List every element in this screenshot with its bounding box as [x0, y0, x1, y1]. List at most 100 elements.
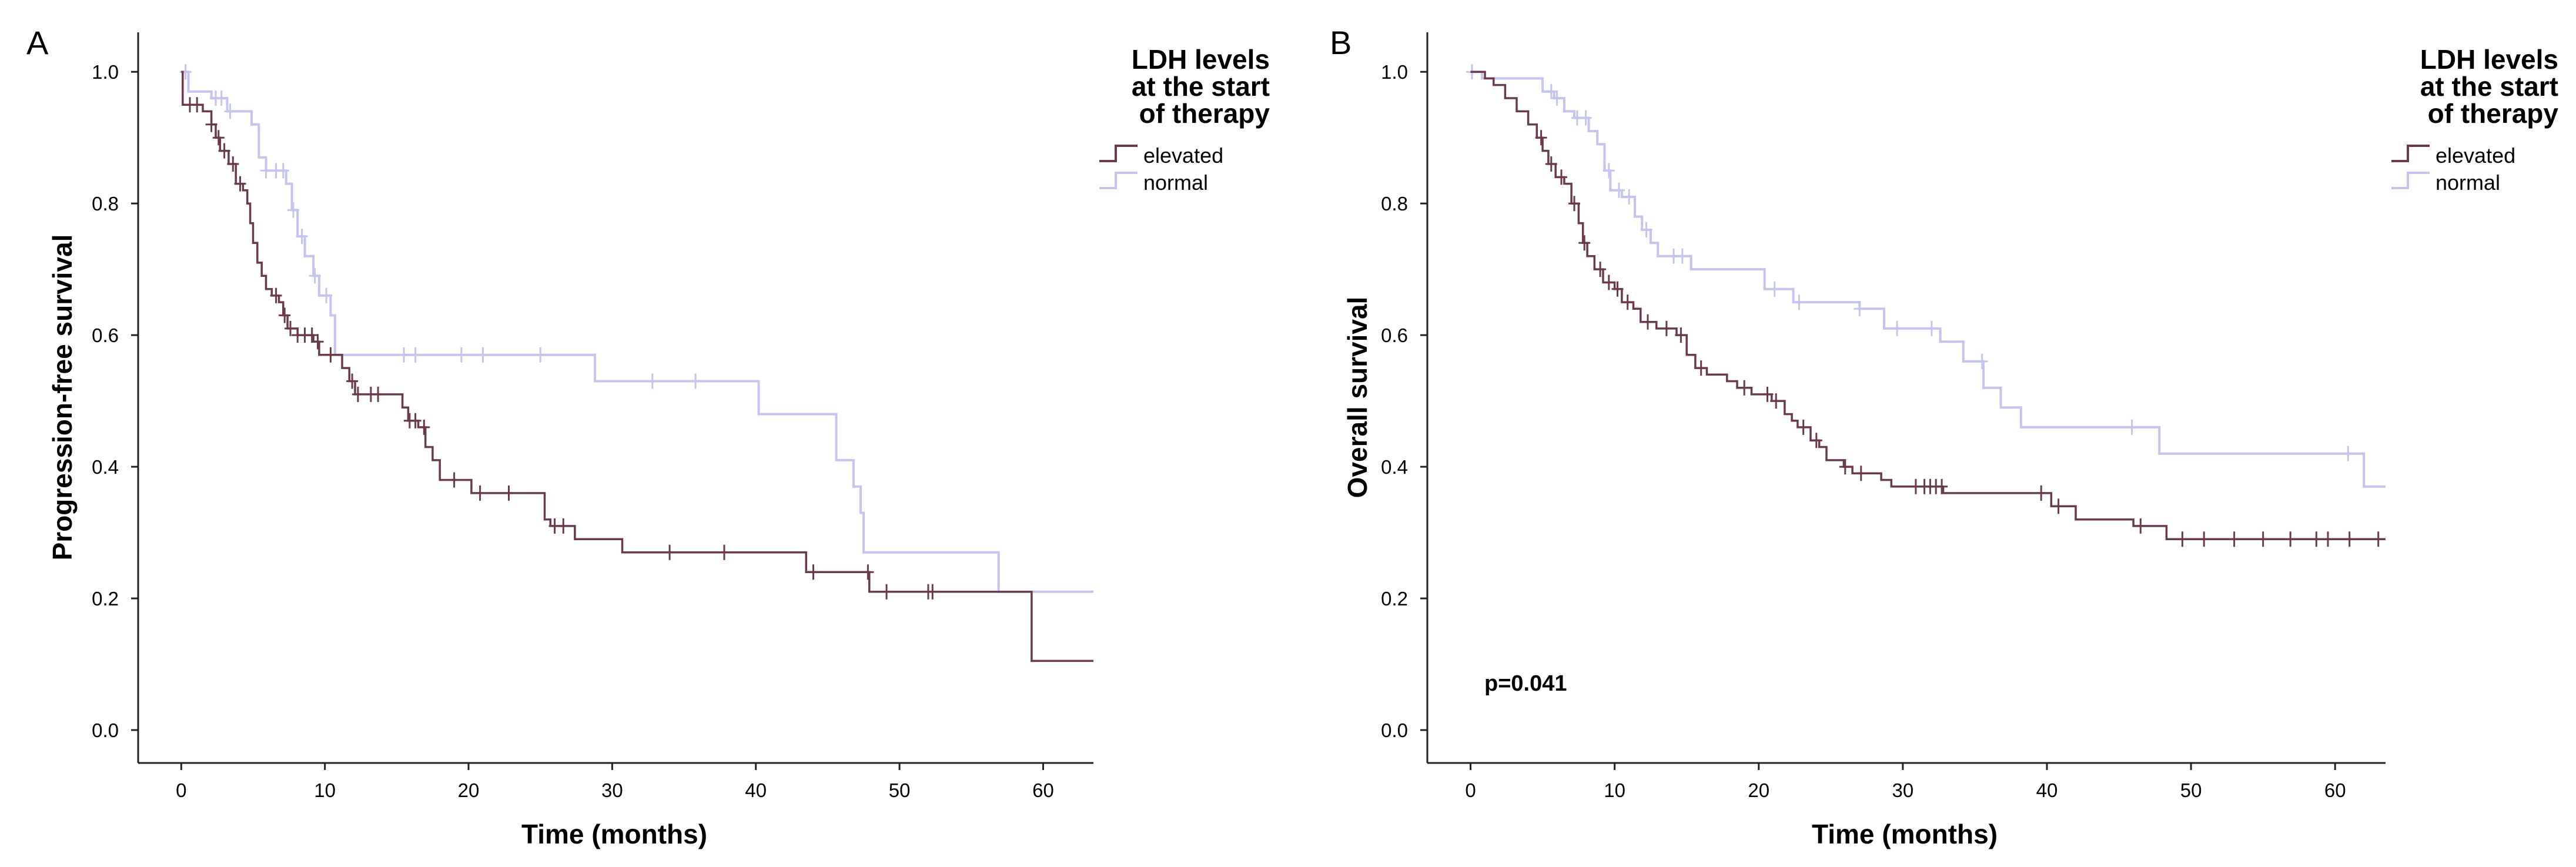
censor-mark-elevated	[352, 386, 364, 402]
x-tick-label: 20	[1748, 779, 1769, 801]
censor-mark-normal	[1545, 83, 1557, 99]
censor-mark-elevated	[191, 97, 203, 113]
censor-mark-elevated	[1555, 169, 1567, 185]
legend-swatch-elevated	[2391, 145, 2430, 162]
chart-panel-a: A 0.0 0.2 0.4 0.6 0.8 1.0 0 10 20 30 40 …	[26, 24, 1270, 849]
censor-mark-elevated	[218, 143, 230, 159]
censor-mark-elevated	[1675, 327, 1687, 343]
censor-mark-normal	[309, 268, 321, 284]
legend-title-line: at the start	[1132, 71, 1270, 102]
legend-label-elevated: elevated	[1143, 143, 1223, 168]
x-tick-label: 30	[1892, 779, 1914, 801]
x-tick-label: 10	[1604, 779, 1625, 801]
censor-mark-normal	[277, 163, 289, 179]
censor-mark-elevated	[1535, 130, 1547, 146]
censor-mark-elevated	[418, 419, 430, 435]
x-tick-label: 60	[1032, 779, 1054, 801]
censor-mark-elevated	[664, 544, 676, 560]
legend-label-normal: normal	[1143, 170, 1208, 195]
censor-mark-normal	[1603, 163, 1615, 179]
p-value-annotation: p=0.041	[1484, 671, 1567, 696]
censor-mark-normal	[224, 103, 236, 119]
censor-mark-elevated	[1936, 478, 1948, 494]
legend-title-line: at the start	[2420, 71, 2558, 102]
y-tick-label: 0.4	[92, 456, 119, 478]
censor-mark-elevated	[474, 485, 486, 501]
y-tick-label: 0.8	[1381, 193, 1408, 215]
x-tick-label: 30	[601, 779, 623, 801]
y-axis-title: Overall survival	[1342, 297, 1373, 498]
censor-mark-normal	[646, 373, 658, 389]
censor-mark-normal	[1613, 182, 1625, 198]
censor-mark-elevated	[2372, 531, 2384, 547]
censor-mark-elevated	[2310, 531, 2323, 547]
censor-mark-elevated	[1578, 235, 1591, 251]
censor-mark-elevated	[807, 564, 819, 580]
censor-mark-elevated	[312, 334, 324, 350]
censor-mark-elevated	[2343, 531, 2356, 547]
censor-mark-elevated	[557, 518, 570, 534]
censor-mark-normal	[1640, 222, 1652, 237]
legend: LDH levels at the start of therapy eleva…	[2391, 44, 2558, 195]
legend-title-line: LDH levels	[2420, 44, 2558, 75]
y-axis-ticks: 0.0 0.2 0.4 0.6 0.8 1.0	[92, 61, 138, 741]
x-tick-label: 20	[458, 779, 480, 801]
censor-mark-elevated	[2228, 531, 2240, 547]
censor-mark-normal	[287, 202, 299, 218]
censor-mark-elevated	[926, 584, 939, 600]
censor-mark-elevated	[862, 564, 874, 580]
y-tick-label: 1.0	[1381, 61, 1408, 83]
censor-mark-elevated	[2198, 531, 2210, 547]
censor-mark-normal	[215, 91, 228, 106]
censor-mark-elevated	[2322, 531, 2334, 547]
censor-mark-elevated	[718, 544, 730, 560]
x-axis-ticks: 0 10 20 30 40 50 60	[176, 763, 1054, 801]
censor-mark-normal	[296, 229, 308, 245]
censor-mark-elevated	[2284, 531, 2297, 547]
x-tick-label: 40	[745, 779, 767, 801]
panel-letter: A	[26, 24, 49, 61]
censor-mark-elevated	[1603, 275, 1615, 290]
y-tick-label: 0.0	[1381, 719, 1408, 741]
censor-mark-normal	[477, 347, 489, 363]
censor-mark-elevated	[227, 156, 239, 172]
legend-swatch-normal	[2391, 172, 2430, 189]
y-axis-title: Progression-free survival	[47, 235, 78, 561]
survival-curves	[1466, 64, 2386, 547]
censor-mark-elevated	[2035, 485, 2048, 501]
censor-mark-elevated	[1568, 196, 1580, 212]
censor-mark-normal	[1676, 248, 1688, 264]
survival-curve-normal	[1470, 71, 2386, 488]
censor-mark-elevated	[2176, 531, 2189, 547]
censor-mark-normal	[1580, 110, 1592, 126]
x-tick-label: 40	[2036, 779, 2058, 801]
censor-mark-normal	[320, 287, 333, 303]
legend-title-line: LDH levels	[1132, 44, 1270, 75]
legend: LDH levels at the start of therapy eleva…	[1099, 44, 1270, 195]
censor-mark-elevated	[503, 485, 515, 501]
x-axis-title: Time (months)	[521, 819, 707, 849]
y-tick-label: 0.0	[92, 719, 119, 741]
censor-mark-normal	[409, 347, 421, 363]
censor-mark-elevated	[2135, 518, 2147, 534]
censor-mark-elevated	[1642, 314, 1654, 330]
censor-mark-elevated	[279, 307, 291, 323]
censor-mark-elevated	[2052, 498, 2065, 514]
censor-mark-elevated	[1545, 156, 1557, 172]
survival-curve-elevated	[1470, 71, 2386, 541]
censor-mark-elevated	[1810, 433, 1822, 448]
x-tick-label: 60	[2324, 779, 2346, 801]
censor-mark-elevated	[205, 116, 218, 132]
legend-label-elevated: elevated	[2436, 143, 2515, 168]
censor-mark-elevated	[2257, 531, 2269, 547]
censor-mark-elevated	[1839, 459, 1851, 475]
survival-curve-normal	[181, 71, 1093, 593]
y-tick-label: 0.2	[92, 588, 119, 610]
x-tick-label: 50	[889, 779, 911, 801]
censor-mark-elevated	[1611, 281, 1624, 297]
censor-mark-elevated	[285, 320, 296, 336]
censor-mark-normal	[2342, 446, 2354, 461]
legend-label-normal: normal	[2436, 170, 2500, 195]
x-axis-title: Time (months)	[1812, 819, 1998, 849]
